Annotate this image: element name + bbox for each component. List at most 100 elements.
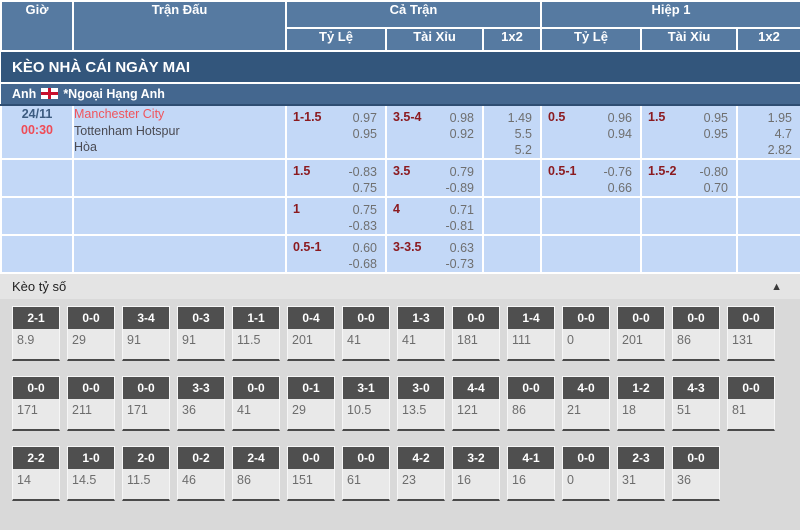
ft-overunder-cell[interactable]: 3.5-4 0.98 0.92 bbox=[385, 104, 484, 160]
score-odds-box[interactable]: 0-0 0 bbox=[562, 306, 610, 361]
league-banner[interactable]: Anh *Ngoại Hạng Anh bbox=[1, 82, 800, 106]
odds-value[interactable]: 0.66 bbox=[607, 181, 632, 195]
score-odds-box[interactable]: 3-2 16 bbox=[452, 446, 500, 501]
score-odds-box[interactable]: 0-0 86 bbox=[507, 376, 555, 431]
score-odds-box[interactable]: 4-1 16 bbox=[507, 446, 555, 501]
score-odds-box[interactable]: 0-0 86 bbox=[672, 306, 720, 361]
overunder-line: 1.5-2 bbox=[648, 164, 677, 178]
empty-cell bbox=[0, 234, 74, 274]
handicap-line: 1-1.5 bbox=[293, 110, 322, 124]
ft-handicap-cell[interactable]: 1.5 -0.83 0.75 bbox=[285, 158, 387, 198]
score-odds-box[interactable]: 0-0 29 bbox=[67, 306, 115, 361]
correct-score-header[interactable]: Kèo tỷ số ▲ bbox=[0, 274, 800, 302]
score-row-2: 0-0 171 0-0 211 0-0 171 3-3 36 0-0 41 0-… bbox=[0, 372, 800, 431]
match-teams-cell[interactable]: Manchester City Tottenham Hotspur Hòa bbox=[72, 104, 287, 160]
score-odds-value: 171 bbox=[17, 403, 38, 417]
score-odds-box[interactable]: 4-4 121 bbox=[452, 376, 500, 431]
ft-handicap-cell[interactable]: 1-1.5 0.97 0.95 bbox=[285, 104, 387, 160]
score-odds-box[interactable]: 1-0 14.5 bbox=[67, 446, 115, 501]
score-odds-box[interactable]: 0-4 201 bbox=[287, 306, 335, 361]
league-country: Anh bbox=[12, 87, 37, 101]
odds-value[interactable]: 0.97 bbox=[352, 111, 377, 125]
score-odds-box[interactable]: 3-3 36 bbox=[177, 376, 225, 431]
odds-value[interactable]: -0.83 bbox=[348, 219, 378, 233]
score-odds-box[interactable]: 4-0 21 bbox=[562, 376, 610, 431]
score-odds-box[interactable]: 3-4 91 bbox=[122, 306, 170, 361]
odds-value[interactable]: -0.68 bbox=[348, 257, 378, 271]
h1-overunder-cell[interactable]: 1.5-2 -0.80 0.70 bbox=[640, 158, 738, 198]
h1-handicap-cell[interactable]: 0.5 0.96 0.94 bbox=[540, 104, 642, 160]
score-odds-box[interactable]: 0-0 36 bbox=[672, 446, 720, 501]
score-label: 3-0 bbox=[398, 377, 444, 399]
odds-value[interactable]: -0.73 bbox=[445, 257, 475, 271]
odds-value[interactable]: 0.92 bbox=[449, 127, 474, 141]
score-odds-box[interactable]: 4-3 51 bbox=[672, 376, 720, 431]
score-odds-box[interactable]: 0-0 171 bbox=[12, 376, 60, 431]
home-team[interactable]: Manchester City bbox=[74, 107, 165, 121]
score-odds-box[interactable]: 1-3 41 bbox=[397, 306, 445, 361]
score-odds-box[interactable]: 2-0 11.5 bbox=[122, 446, 170, 501]
score-odds-box[interactable]: 1-1 11.5 bbox=[232, 306, 280, 361]
odds-value[interactable]: -0.76 bbox=[603, 165, 633, 179]
odds-value[interactable]: -0.80 bbox=[699, 165, 729, 179]
score-odds-box[interactable]: 3-1 10.5 bbox=[342, 376, 390, 431]
score-odds-box[interactable]: 3-0 13.5 bbox=[397, 376, 445, 431]
score-odds-box[interactable]: 0-0 171 bbox=[122, 376, 170, 431]
h1-overunder-cell[interactable]: 1.5 0.95 0.95 bbox=[640, 104, 738, 160]
score-odds-box[interactable]: 0-2 46 bbox=[177, 446, 225, 501]
score-odds-box[interactable]: 0-0 131 bbox=[727, 306, 775, 361]
odds-value[interactable]: 0.96 bbox=[607, 111, 632, 125]
score-odds-box[interactable]: 0-0 201 bbox=[617, 306, 665, 361]
ft-handicap-cell[interactable]: 0.5-1 0.60 -0.68 bbox=[285, 234, 387, 274]
chevron-up-icon[interactable]: ▲ bbox=[771, 280, 782, 293]
odds-value[interactable]: 5.5 bbox=[514, 127, 532, 141]
score-odds-box[interactable]: 1-4 111 bbox=[507, 306, 555, 361]
odds-value[interactable]: 0.98 bbox=[449, 111, 474, 125]
ft-overunder-cell[interactable]: 4 0.71 -0.81 bbox=[385, 196, 484, 236]
score-odds-box[interactable]: 0-0 41 bbox=[232, 376, 280, 431]
odds-value[interactable]: 0.75 bbox=[352, 203, 377, 217]
odds-value[interactable]: 0.70 bbox=[703, 181, 728, 195]
score-odds-box[interactable]: 0-0 0 bbox=[562, 446, 610, 501]
score-odds-box[interactable]: 2-3 31 bbox=[617, 446, 665, 501]
odds-value[interactable]: 0.79 bbox=[449, 165, 474, 179]
odds-value[interactable]: -0.83 bbox=[348, 165, 378, 179]
odds-value[interactable]: 5.2 bbox=[514, 143, 532, 157]
score-odds-box[interactable]: 0-3 91 bbox=[177, 306, 225, 361]
odds-value[interactable]: -0.89 bbox=[445, 181, 475, 195]
h1-1x2-cell[interactable]: 1.95 4.7 2.82 bbox=[736, 104, 800, 160]
score-odds-box[interactable]: 0-0 61 bbox=[342, 446, 390, 501]
away-team[interactable]: Tottenham Hotspur bbox=[74, 123, 180, 138]
odds-value[interactable]: 1.49 bbox=[507, 111, 532, 125]
odds-value[interactable]: 4.7 bbox=[774, 127, 792, 141]
score-odds-box[interactable]: 1-2 18 bbox=[617, 376, 665, 431]
ft-handicap-cell[interactable]: 1 0.75 -0.83 bbox=[285, 196, 387, 236]
score-odds-box[interactable]: 0-0 41 bbox=[342, 306, 390, 361]
score-odds-box[interactable]: 0-1 29 bbox=[287, 376, 335, 431]
odds-value[interactable]: 0.63 bbox=[449, 241, 474, 255]
odds-value[interactable]: 1.95 bbox=[767, 111, 792, 125]
score-odds-box[interactable]: 2-2 14 bbox=[12, 446, 60, 501]
ft-overunder-cell[interactable]: 3.5 0.79 -0.89 bbox=[385, 158, 484, 198]
ft-overunder-cell[interactable]: 3-3.5 0.63 -0.73 bbox=[385, 234, 484, 274]
odds-value[interactable]: 0.95 bbox=[703, 127, 728, 141]
odds-value[interactable]: -0.81 bbox=[445, 219, 475, 233]
score-odds-box[interactable]: 4-2 23 bbox=[397, 446, 445, 501]
score-odds-value: 46 bbox=[182, 473, 196, 487]
score-odds-box[interactable]: 0-0 151 bbox=[287, 446, 335, 501]
odds-value[interactable]: 0.95 bbox=[703, 111, 728, 125]
odds-value[interactable]: 0.95 bbox=[352, 127, 377, 141]
score-odds-box[interactable]: 0-0 181 bbox=[452, 306, 500, 361]
score-odds-box[interactable]: 2-4 86 bbox=[232, 446, 280, 501]
odds-value[interactable]: 0.75 bbox=[352, 181, 377, 195]
h1-handicap-cell[interactable]: 0.5-1 -0.76 0.66 bbox=[540, 158, 642, 198]
odds-value[interactable]: 0.60 bbox=[352, 241, 377, 255]
empty-cell bbox=[736, 196, 800, 236]
ft-1x2-cell[interactable]: 1.49 5.5 5.2 bbox=[482, 104, 542, 160]
score-odds-box[interactable]: 0-0 211 bbox=[67, 376, 115, 431]
odds-value[interactable]: 0.71 bbox=[449, 203, 474, 217]
score-odds-box[interactable]: 0-0 81 bbox=[727, 376, 775, 431]
odds-value[interactable]: 2.82 bbox=[767, 143, 792, 157]
odds-value[interactable]: 0.94 bbox=[607, 127, 632, 141]
score-odds-box[interactable]: 2-1 8.9 bbox=[12, 306, 60, 361]
